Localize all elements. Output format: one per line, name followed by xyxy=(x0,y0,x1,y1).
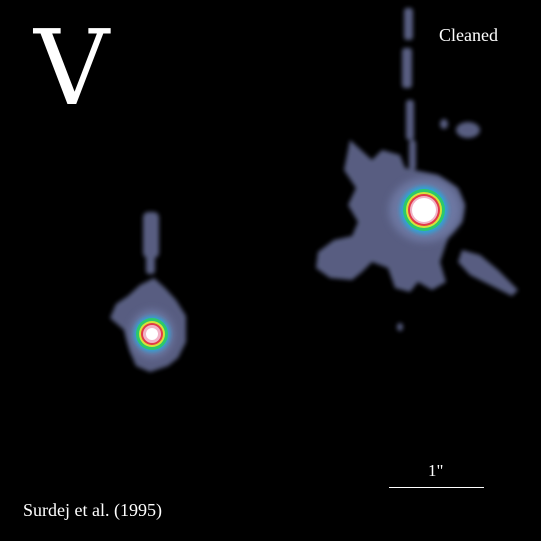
left-source-core xyxy=(134,316,170,352)
processing-label: Cleaned xyxy=(439,25,498,45)
band-letter: V xyxy=(34,7,110,129)
scale-bar-label: 1" xyxy=(428,461,444,480)
right-source-core xyxy=(400,186,448,234)
scale-bar xyxy=(389,487,484,488)
credit-label: Surdej et al. (1995) xyxy=(23,500,162,520)
right-source-halo xyxy=(316,8,518,331)
